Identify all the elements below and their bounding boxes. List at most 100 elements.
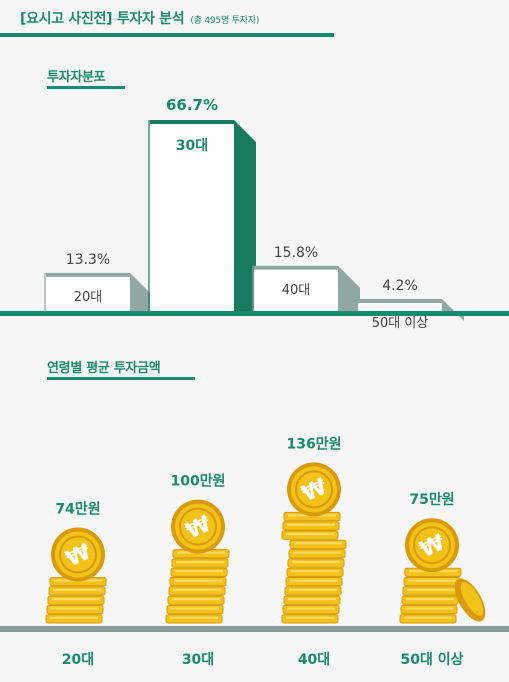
coin [47, 595, 105, 605]
coin [167, 595, 225, 605]
coin-stack-20대 [45, 577, 107, 624]
coin [281, 614, 339, 624]
bar-30대 [150, 124, 234, 311]
bar-side-40대 [338, 265, 360, 311]
coin [287, 558, 345, 568]
bar-edge-20대 [44, 272, 46, 311]
coin-ring [295, 470, 333, 509]
coin [282, 521, 340, 531]
header-underline [0, 33, 334, 37]
coin-shine [406, 598, 454, 601]
coin [281, 530, 339, 540]
coin [288, 549, 346, 559]
coin-inner [409, 522, 455, 569]
coin-shine [287, 607, 335, 610]
coin [285, 577, 343, 587]
coin-inner [175, 503, 221, 550]
coin [169, 577, 227, 587]
bar-top-20대 [46, 272, 130, 277]
coin-ring [179, 507, 217, 546]
coin-shine [289, 588, 337, 591]
bar-side-30대 [234, 120, 256, 311]
coin-shine [174, 579, 222, 582]
coin [45, 614, 103, 624]
coin-shine [408, 579, 456, 582]
coin [168, 586, 226, 596]
coin-shine [407, 588, 455, 591]
coin-shine [293, 551, 341, 554]
baseline-2 [0, 626, 509, 632]
age-label-20대: 20대 [62, 652, 94, 668]
category-label-40대: 40대 [282, 283, 311, 298]
coin-shine [294, 542, 342, 545]
coin-shine [172, 598, 220, 601]
coin-stack-40대 [281, 511, 347, 624]
coin-shine [291, 570, 339, 573]
amount-label-30대: 100만원 [171, 474, 226, 490]
page-header: [요시고 사진전] 투자자 분석 (총 495명 투자자) [20, 8, 509, 34]
coin-stack-30대 [165, 549, 230, 624]
coin-shine [292, 560, 340, 563]
bar-top-40대 [254, 265, 338, 270]
bar-edge-40대 [252, 265, 254, 311]
coin [171, 558, 229, 568]
amount-underline [47, 377, 195, 380]
coin-shine [50, 616, 98, 619]
leaning-coin-icon [454, 578, 486, 622]
coin [401, 595, 459, 605]
coin [399, 614, 457, 624]
coin [282, 604, 340, 615]
amount-title: 연령별 평균 투자금액 [47, 361, 161, 376]
coin [165, 614, 223, 624]
amount-label-20대: 74만원 [55, 502, 100, 518]
value-label-20대: 13.3% [66, 252, 110, 268]
coin-shine [171, 607, 219, 610]
bar-side-20대 [130, 272, 152, 311]
coin-shine [405, 607, 453, 610]
distribution-underline [47, 86, 125, 89]
coin-face-icon: ₩ [171, 499, 225, 554]
coin-shine [287, 523, 335, 526]
coin-face-icon: ₩ [405, 518, 459, 573]
value-label-40대: 15.8% [274, 245, 318, 261]
coin [170, 567, 228, 578]
coin-shine [173, 588, 221, 591]
age-label-30대: 30대 [182, 652, 214, 668]
baseline-1 [0, 311, 509, 316]
bar-edge-50대-이상 [356, 298, 358, 311]
coin-inner [291, 466, 337, 513]
coin [402, 586, 460, 596]
bar-40대 [254, 269, 338, 311]
coin [403, 577, 461, 587]
bar-20대 [46, 276, 130, 311]
coin-shine [286, 533, 334, 535]
coin-shine [404, 616, 452, 619]
page-subtitle: (총 495명 투자자) [190, 16, 260, 26]
amount-label-50대-이상: 75만원 [409, 492, 454, 508]
age-label-50대-이상: 50대 이상 [401, 651, 464, 668]
distribution-chart: 13.3% 20대 66.7% 30대 15.8% 40대 4.2% 50대 이상 [0, 96, 509, 331]
leaning-coin-face [460, 582, 484, 616]
coin-face-icon: ₩ [51, 527, 105, 582]
amount-label-40대: 136만원 [287, 436, 342, 452]
category-label-20대: 20대 [74, 290, 103, 305]
coin-face-icon: ₩ [287, 462, 341, 517]
coin [289, 539, 347, 550]
coin-stack-50대-이상 [399, 567, 462, 624]
coin-ring [59, 535, 97, 574]
coin [166, 604, 224, 615]
category-label-30대: 30대 [176, 138, 208, 154]
bar-edge-30대 [148, 120, 150, 311]
page-title: [요시고 사진전] 투자자 분석 [20, 11, 185, 27]
age-label-40대: 40대 [298, 652, 330, 668]
bar-top-50대-이상 [358, 298, 442, 303]
category-label-50대-이상: 50대 이상 [372, 316, 429, 331]
coin-shine [290, 579, 338, 582]
coin [48, 586, 106, 596]
coin-shine [170, 616, 218, 619]
coin-shine [175, 570, 223, 573]
coin-shine [52, 598, 100, 601]
coin [283, 595, 341, 605]
coin-shine [51, 607, 99, 610]
